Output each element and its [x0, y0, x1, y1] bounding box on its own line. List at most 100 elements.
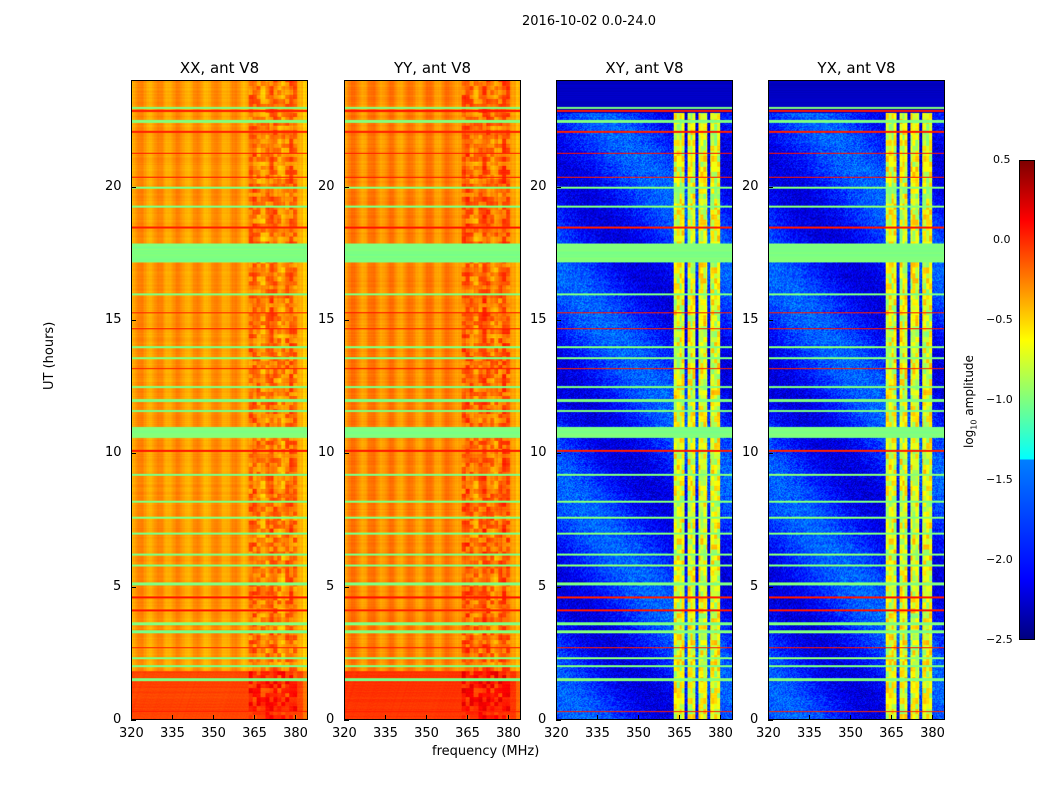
- y-tick-label: 15: [530, 312, 547, 327]
- y-tick-label: 0: [750, 712, 759, 727]
- y-tick-label: 15: [318, 312, 335, 327]
- y-tick-mark: [768, 720, 773, 721]
- y-tick-label: 5: [538, 578, 547, 594]
- colorbar-tick-label: −0.5: [986, 313, 1013, 326]
- y-tick-label: 0: [113, 712, 122, 727]
- x-tick-mark: [172, 715, 174, 720]
- x-tick-label: 380: [496, 726, 521, 741]
- y-tick-label: 0: [326, 712, 335, 727]
- x-tick-mark: [891, 715, 893, 720]
- y-tick-label: 5: [326, 578, 335, 594]
- x-tick-mark: [213, 715, 215, 720]
- x-tick-mark: [932, 715, 934, 720]
- y-tick-label: 10: [530, 445, 547, 461]
- y-tick-label: 10: [105, 445, 122, 461]
- y-tick-mark: [768, 186, 773, 188]
- y-tick-mark: [131, 453, 136, 455]
- x-tick-label: 320: [119, 726, 144, 741]
- y-tick-label: 10: [318, 445, 335, 461]
- heatmap-panel: [768, 80, 945, 720]
- y-tick-mark: [556, 586, 561, 588]
- y-tick-label: 20: [530, 178, 547, 194]
- x-tick-mark: [254, 715, 256, 720]
- x-tick-mark: [720, 715, 722, 720]
- colorbar-tick-label: −1.0: [986, 393, 1013, 406]
- colorbar-tick-label: 0.0: [993, 233, 1011, 246]
- y-tick-label: 15: [742, 312, 759, 327]
- y-tick-mark: [131, 320, 136, 321]
- x-tick-label: 335: [373, 726, 398, 741]
- heatmap-image: [132, 81, 307, 719]
- panel-title: XY, ant V8: [605, 59, 684, 77]
- x-tick-mark: [638, 715, 640, 720]
- colorbar-tick-label: −2.5: [986, 633, 1013, 646]
- y-tick-mark: [556, 453, 561, 455]
- x-tick-label: 380: [283, 726, 308, 741]
- x-tick-label: 320: [756, 726, 781, 741]
- x-tick-label: 350: [414, 726, 439, 741]
- y-tick-label: 0: [538, 712, 547, 727]
- x-tick-label: 380: [708, 726, 733, 741]
- x-tick-label: 365: [879, 726, 904, 741]
- y-tick-mark: [556, 320, 561, 321]
- x-tick-label: 380: [920, 726, 945, 741]
- x-tick-mark: [344, 715, 345, 720]
- x-tick-label: 350: [626, 726, 651, 741]
- x-tick-mark: [768, 715, 769, 720]
- heatmap-image: [769, 81, 944, 719]
- y-tick-mark: [344, 720, 349, 721]
- x-tick-mark: [426, 715, 428, 720]
- heatmap-image: [345, 81, 520, 719]
- colorbar-tick-label: 0.5: [993, 153, 1011, 166]
- x-tick-mark: [556, 715, 557, 720]
- colorbar-label: log10 amplitude: [962, 355, 978, 448]
- x-tick-mark: [809, 715, 811, 720]
- x-tick-label: 335: [797, 726, 822, 741]
- heatmap-panel: [344, 80, 521, 720]
- y-tick-mark: [768, 586, 773, 588]
- x-axis-label: frequency (MHz): [432, 744, 540, 759]
- y-tick-label: 20: [742, 178, 759, 194]
- y-tick-label: 5: [113, 578, 122, 594]
- y-tick-mark: [344, 320, 349, 321]
- y-tick-mark: [768, 453, 773, 455]
- colorbar: [1019, 160, 1035, 640]
- x-tick-mark: [850, 715, 852, 720]
- x-tick-mark: [679, 715, 681, 720]
- panel-title: YY, ant V8: [393, 59, 471, 77]
- x-tick-label: 320: [544, 726, 569, 741]
- x-tick-label: 335: [585, 726, 610, 741]
- y-tick-mark: [556, 720, 561, 721]
- cb-label-suffix: amplitude: [962, 355, 976, 420]
- colorbar-tick-label: −1.5: [986, 473, 1013, 486]
- figure-title: 2016-10-02 0.0-24.0: [522, 14, 656, 29]
- cb-label-prefix: log: [962, 429, 976, 448]
- x-tick-mark: [467, 715, 469, 720]
- heatmap-image: [557, 81, 732, 719]
- heatmap-panel: [556, 80, 733, 720]
- x-tick-label: 350: [201, 726, 226, 741]
- heatmap-panel: [131, 80, 308, 720]
- x-tick-mark: [131, 715, 132, 720]
- panel-title: XX, ant V8: [179, 59, 260, 77]
- y-tick-label: 15: [105, 312, 122, 327]
- x-tick-mark: [508, 715, 510, 720]
- y-tick-mark: [344, 186, 349, 188]
- y-tick-label: 10: [742, 445, 759, 461]
- x-tick-label: 365: [455, 726, 480, 741]
- y-tick-mark: [344, 586, 349, 588]
- y-tick-mark: [768, 320, 773, 321]
- x-tick-label: 365: [667, 726, 692, 741]
- y-tick-label: 20: [318, 178, 335, 194]
- y-tick-mark: [556, 186, 561, 188]
- x-tick-label: 365: [242, 726, 267, 741]
- x-tick-label: 335: [160, 726, 185, 741]
- y-tick-mark: [131, 586, 136, 588]
- y-tick-mark: [344, 453, 349, 455]
- panel-title: YX, ant V8: [817, 59, 896, 77]
- cb-label-sub: 10: [969, 419, 979, 430]
- x-tick-label: 320: [332, 726, 357, 741]
- x-tick-mark: [385, 715, 387, 720]
- y-tick-label: 5: [750, 578, 759, 594]
